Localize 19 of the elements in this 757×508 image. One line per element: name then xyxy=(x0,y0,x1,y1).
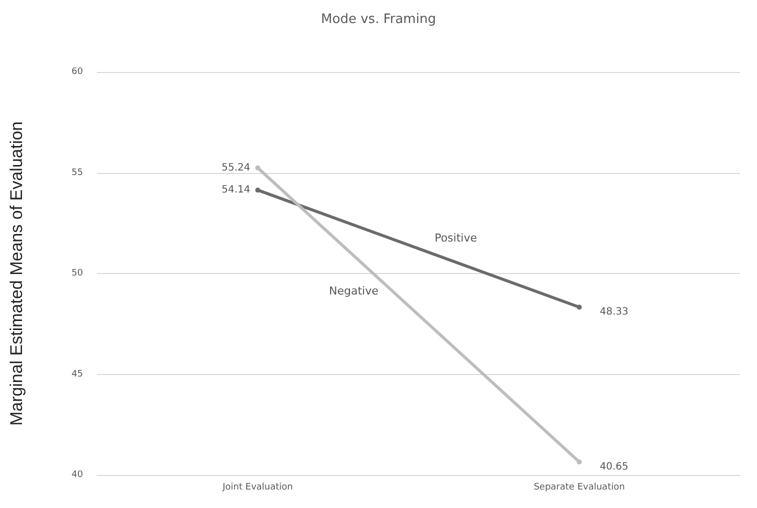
series-label: Positive xyxy=(434,231,478,244)
point xyxy=(576,459,582,464)
y-tick-label: 60 xyxy=(72,67,84,77)
y-tick-label: 40 xyxy=(72,470,84,480)
x-tick-label: Joint Evaluation xyxy=(222,482,293,492)
point xyxy=(255,165,260,170)
point xyxy=(576,304,582,310)
x-tick-label: Separate Evaluation xyxy=(534,482,625,492)
chart-title: Mode vs. Framing xyxy=(321,12,436,27)
y-tick-label: 45 xyxy=(72,369,83,380)
data-label: 40.65 xyxy=(600,461,628,472)
data-label: 55.24 xyxy=(222,162,250,174)
y-tick-label: 55 xyxy=(72,168,83,178)
data-label: 54.14 xyxy=(222,184,250,196)
point xyxy=(255,188,260,193)
y-tick-label: 50 xyxy=(72,268,84,278)
data-label: 48.33 xyxy=(600,306,628,318)
series-label: Negative xyxy=(328,284,379,298)
y-axis-title: Marginal Estimated Means of Evaluation xyxy=(7,121,26,426)
